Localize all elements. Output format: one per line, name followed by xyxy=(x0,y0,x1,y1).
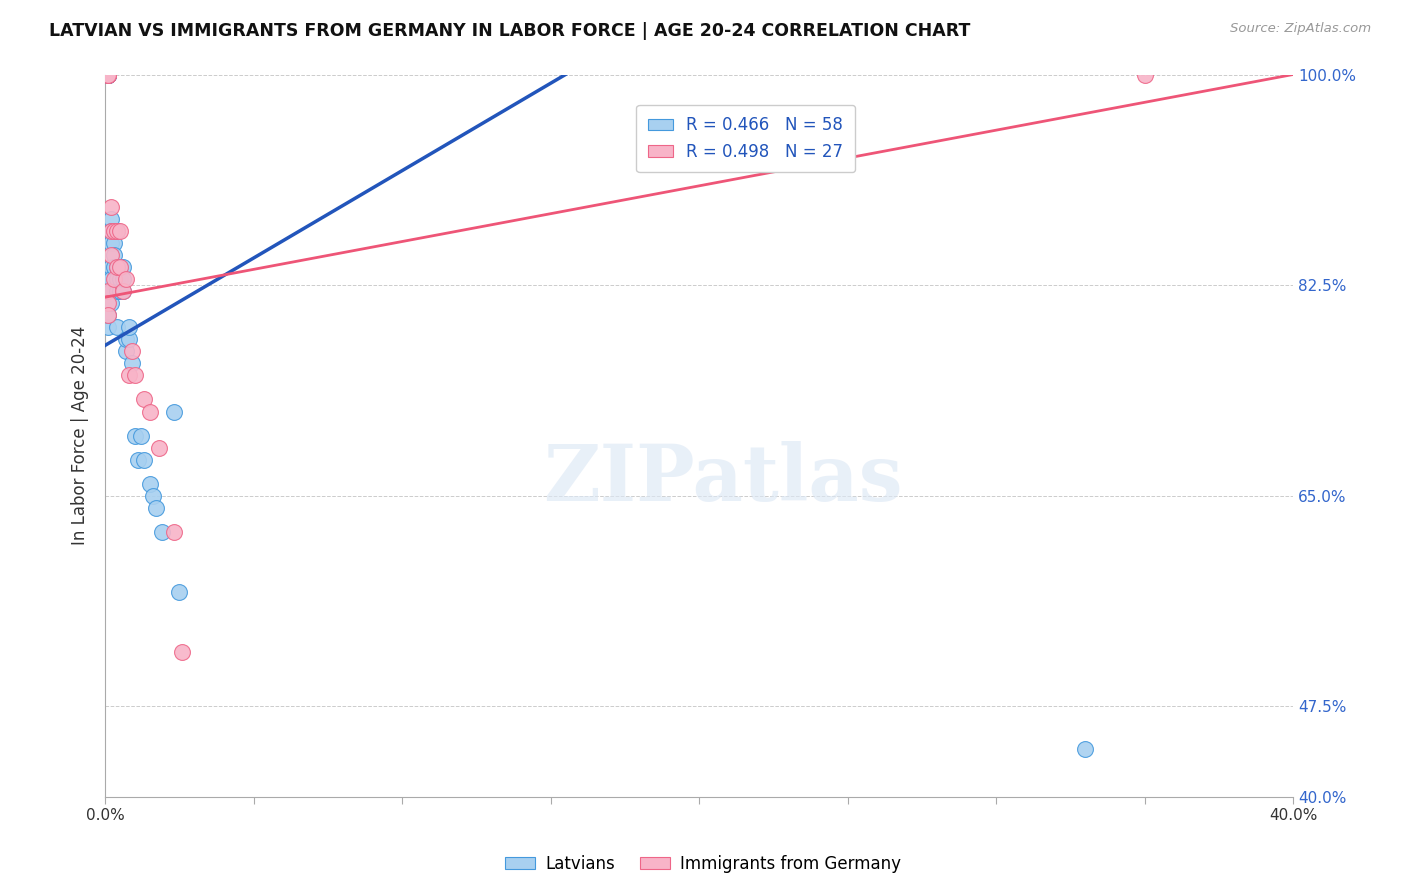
Point xyxy=(97,68,120,82)
Point xyxy=(97,68,120,82)
Point xyxy=(127,452,149,467)
Point xyxy=(103,224,125,238)
Point xyxy=(112,260,135,274)
Point xyxy=(97,68,120,82)
Point xyxy=(97,68,120,82)
Point xyxy=(100,260,122,274)
Point xyxy=(97,68,120,82)
Point xyxy=(118,368,141,383)
Point xyxy=(108,224,131,238)
Point xyxy=(100,284,122,298)
Point xyxy=(97,272,120,286)
Point xyxy=(103,224,125,238)
Point xyxy=(105,272,128,286)
Point xyxy=(108,284,131,298)
Point xyxy=(1133,68,1156,82)
Point xyxy=(124,428,146,442)
Point xyxy=(150,524,173,539)
Point xyxy=(100,224,122,238)
Point xyxy=(105,260,128,274)
Point xyxy=(145,500,167,515)
Point xyxy=(97,68,120,82)
Point xyxy=(1074,741,1097,756)
Point xyxy=(97,68,120,82)
Point xyxy=(105,284,128,298)
Point xyxy=(97,296,120,310)
Point xyxy=(112,272,135,286)
Point xyxy=(97,68,120,82)
Point xyxy=(162,404,184,418)
Point xyxy=(97,68,120,82)
Point xyxy=(100,211,122,226)
Point xyxy=(103,248,125,262)
Point xyxy=(115,332,138,346)
Point xyxy=(172,645,194,659)
Text: LATVIAN VS IMMIGRANTS FROM GERMANY IN LABOR FORCE | AGE 20-24 CORRELATION CHART: LATVIAN VS IMMIGRANTS FROM GERMANY IN LA… xyxy=(49,22,970,40)
Text: Source: ZipAtlas.com: Source: ZipAtlas.com xyxy=(1230,22,1371,36)
Point xyxy=(132,452,155,467)
Point xyxy=(105,224,128,238)
Point xyxy=(97,308,120,322)
Point xyxy=(112,284,135,298)
Point xyxy=(103,272,125,286)
Point xyxy=(121,356,143,370)
Point xyxy=(97,308,120,322)
Point xyxy=(108,260,131,274)
Point xyxy=(142,489,165,503)
Point xyxy=(97,68,120,82)
Point xyxy=(148,441,170,455)
Text: ZIPatlas: ZIPatlas xyxy=(543,441,903,517)
Point xyxy=(112,284,135,298)
Point xyxy=(100,272,122,286)
Point xyxy=(139,476,162,491)
Point xyxy=(97,68,120,82)
Point xyxy=(105,320,128,334)
Point xyxy=(132,392,155,407)
Point xyxy=(121,344,143,359)
Point xyxy=(97,68,120,82)
Point xyxy=(97,68,120,82)
Point xyxy=(97,68,120,82)
Point xyxy=(97,320,120,334)
Y-axis label: In Labor Force | Age 20-24: In Labor Force | Age 20-24 xyxy=(72,326,89,545)
Point xyxy=(115,344,138,359)
Point xyxy=(169,585,191,599)
Point xyxy=(118,320,141,334)
Point xyxy=(115,272,138,286)
Point xyxy=(97,284,120,298)
Point xyxy=(139,404,162,418)
Point xyxy=(97,284,120,298)
Point xyxy=(105,224,128,238)
Point xyxy=(105,260,128,274)
Point xyxy=(100,296,122,310)
Point xyxy=(108,272,131,286)
Point xyxy=(100,248,122,262)
Point xyxy=(97,68,120,82)
Point xyxy=(100,224,122,238)
Point xyxy=(100,235,122,250)
Point xyxy=(162,524,184,539)
Point xyxy=(129,428,152,442)
Point xyxy=(97,68,120,82)
Point xyxy=(108,260,131,274)
Point xyxy=(100,200,122,214)
Point xyxy=(97,68,120,82)
Legend: Latvians, Immigrants from Germany: Latvians, Immigrants from Germany xyxy=(499,848,907,880)
Point xyxy=(103,235,125,250)
Point xyxy=(97,68,120,82)
Point xyxy=(97,68,120,82)
Point xyxy=(124,368,146,383)
Point xyxy=(97,68,120,82)
Legend: R = 0.466   N = 58, R = 0.498   N = 27: R = 0.466 N = 58, R = 0.498 N = 27 xyxy=(636,104,855,172)
Point xyxy=(118,332,141,346)
Point xyxy=(103,260,125,274)
